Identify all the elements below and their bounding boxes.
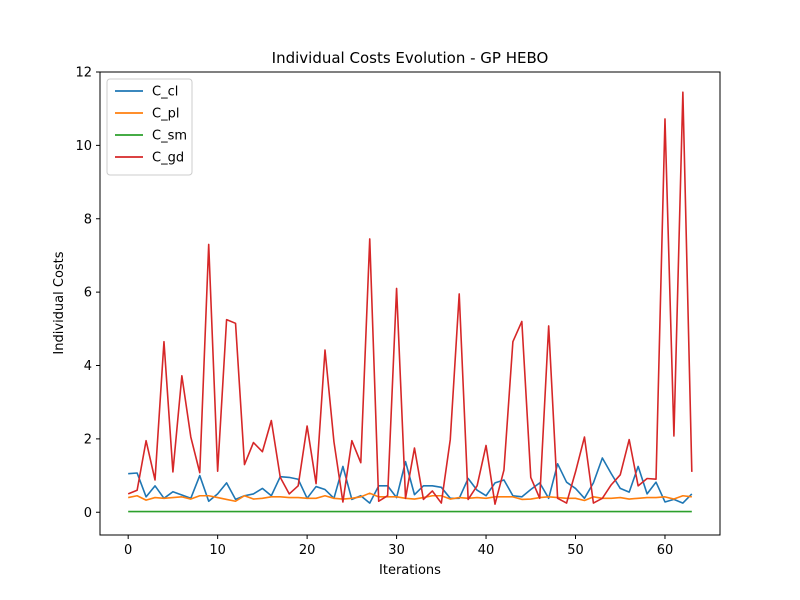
series-line-c-cl xyxy=(128,457,693,504)
series-line-c-gd xyxy=(127,91,693,505)
x-tick-label: 40 xyxy=(478,543,495,558)
y-tick-label: 8 xyxy=(84,212,92,227)
x-tick-label: 20 xyxy=(299,543,316,558)
y-tick-label: 12 xyxy=(75,66,92,81)
legend: C_cl C_pl C_sm C_gd xyxy=(106,78,193,176)
x-tick-label: 30 xyxy=(388,543,405,558)
legend-box xyxy=(106,78,193,176)
axes-frame xyxy=(99,71,721,536)
x-tick-label: 10 xyxy=(209,543,226,558)
y-tick-label: 0 xyxy=(84,506,92,521)
y-tick-label: 10 xyxy=(75,139,92,154)
x-tick-label: 0 xyxy=(124,543,132,558)
x-tick-label: 60 xyxy=(657,543,674,558)
y-tick-label: 6 xyxy=(84,286,92,301)
y-tick-label: 2 xyxy=(84,432,92,447)
x-axis-label: Iterations xyxy=(379,563,441,578)
legend-label-c-sm: C_sm xyxy=(152,129,187,144)
legend-label-c-gd: C_gd xyxy=(152,151,184,166)
legend-label-c-cl: C_cl xyxy=(152,85,178,100)
y-tick-label: 4 xyxy=(84,359,92,374)
series-line-c-pl xyxy=(128,492,692,503)
chart-title: Individual Costs Evolution - GP HEBO xyxy=(272,49,549,67)
plot-area: 0 10 20 30 40 50 60 0 2 4 6 8 10 12 xyxy=(75,66,721,558)
x-tick-label: 50 xyxy=(567,543,584,558)
y-axis-label: Individual Costs xyxy=(52,251,67,354)
legend-label-c-pl: C_pl xyxy=(152,107,179,122)
